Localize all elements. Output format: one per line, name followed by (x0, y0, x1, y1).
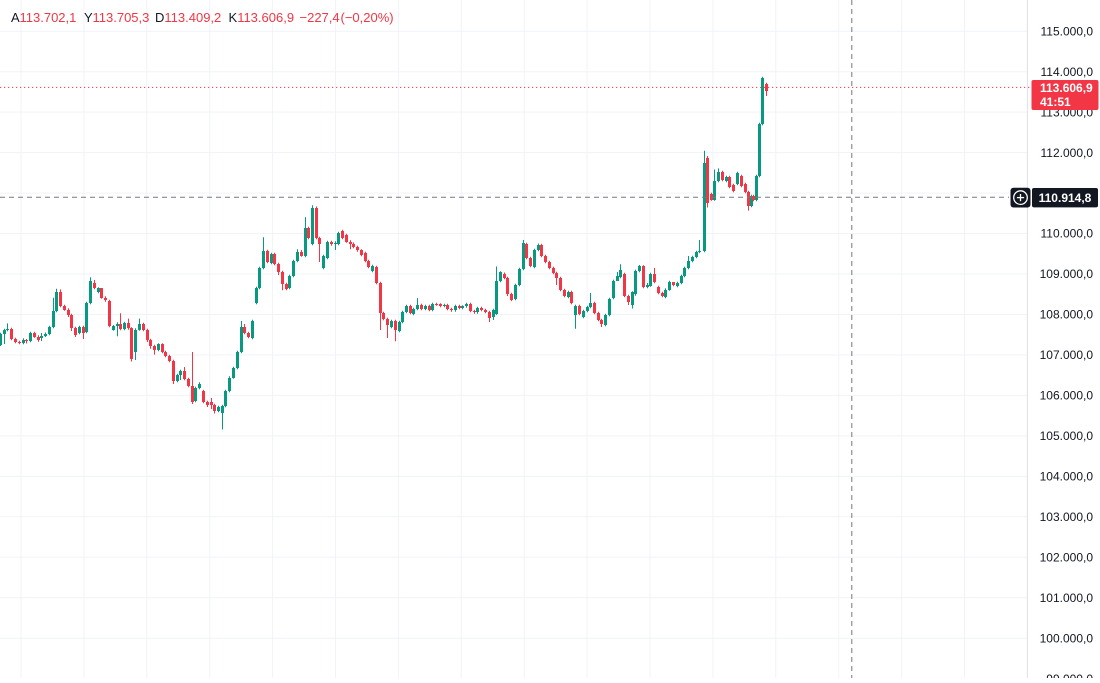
svg-text:103.000,0: 103.000,0 (1040, 510, 1094, 524)
svg-text:105.000,0: 105.000,0 (1040, 429, 1094, 443)
svg-text:112.000,0: 112.000,0 (1041, 146, 1094, 160)
svg-text:108.000,0: 108.000,0 (1040, 308, 1094, 322)
svg-text:41:51: 41:51 (1040, 95, 1071, 109)
svg-text:100.000,0: 100.000,0 (1040, 632, 1094, 646)
svg-text:107.000,0: 107.000,0 (1040, 348, 1094, 362)
svg-text:101.000,0: 101.000,0 (1040, 591, 1094, 605)
svg-text:110.000,0: 110.000,0 (1041, 227, 1094, 241)
svg-text:109.000,0: 109.000,0 (1040, 267, 1094, 281)
svg-text:104.000,0: 104.000,0 (1040, 470, 1094, 484)
svg-text:99.000,0: 99.000,0 (1046, 672, 1093, 678)
svg-text:113.606,9: 113.606,9 (1040, 81, 1093, 95)
svg-text:110.914,8: 110.914,8 (1039, 191, 1092, 205)
svg-text:102.000,0: 102.000,0 (1040, 551, 1094, 565)
svg-text:115.000,0: 115.000,0 (1041, 24, 1094, 38)
svg-text:114.000,0: 114.000,0 (1041, 65, 1094, 79)
svg-text:106.000,0: 106.000,0 (1040, 389, 1094, 403)
